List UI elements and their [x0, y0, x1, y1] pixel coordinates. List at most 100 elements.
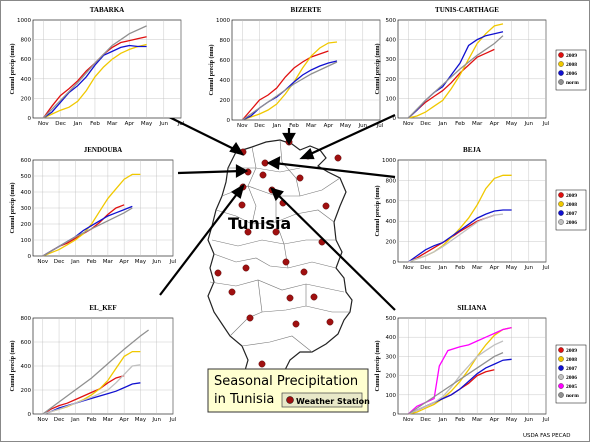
legend-marker	[558, 52, 564, 58]
x-tick-label: Apr	[490, 417, 500, 423]
y-tick-label: 600	[220, 58, 231, 64]
arrow-head-elkef	[230, 183, 245, 199]
arrow-head-bizerte	[282, 132, 296, 146]
legend-label: 2006	[566, 375, 577, 381]
station-dot	[326, 318, 334, 326]
map-legend-title-2: in Tunisia	[214, 392, 274, 407]
station-dot	[322, 202, 330, 210]
chart-title: EL_KEF	[89, 304, 116, 312]
station-arrows	[159, 114, 396, 311]
arrow-tabarka	[164, 114, 241, 153]
x-tick-label: Nov	[403, 417, 414, 423]
y-tick-label: 0	[227, 118, 231, 124]
y-tick-label: 100	[386, 393, 397, 399]
chart-siliana: SILIANA 0 100 200 300 400 500 Nov Dec Jan Feb Mar Ap…	[374, 304, 587, 423]
tunisia-map: Tunisia	[207, 138, 353, 399]
x-tick-label: Feb	[455, 417, 465, 423]
series-line-norm	[42, 207, 133, 257]
x-tick-label: Nov	[403, 265, 414, 271]
station-dot	[286, 294, 294, 302]
series-line-2006	[42, 44, 147, 119]
series-line-norm	[42, 25, 147, 119]
plot-area	[397, 19, 547, 119]
y-tick-label: 300	[386, 57, 397, 63]
series-line-2008	[43, 43, 147, 119]
chart-title: SILIANA	[457, 304, 486, 312]
y-axis-label: Cumul precip (mm)	[374, 341, 381, 392]
chart-tabarka: TABARKA 0 200 400 600 800 1000 Nov Dec Jan Feb Mar A…	[9, 6, 185, 127]
y-tick-label: 1000	[382, 158, 396, 164]
y-tick-label: 800	[21, 38, 32, 44]
y-tick-label: 200	[386, 240, 397, 246]
plot-area	[32, 19, 182, 119]
x-tick-label: Nov	[403, 121, 414, 127]
station-dot	[272, 228, 280, 236]
arrow-head-jendouba	[235, 164, 249, 178]
x-tick-label: Jun	[357, 123, 367, 129]
y-tick-label: 400	[21, 190, 32, 196]
x-tick-label: May	[135, 417, 147, 423]
x-tick-label: Jun	[523, 121, 533, 127]
plot-area	[231, 19, 381, 121]
series-line-2008	[408, 326, 512, 415]
arrow-head-beja	[266, 156, 281, 170]
arrow-head-tunis	[299, 148, 315, 160]
y-tick-label: 600	[21, 57, 32, 63]
station-legend-icon	[286, 396, 294, 404]
x-tick-label: Feb	[289, 123, 299, 129]
arrow-beja	[273, 161, 396, 179]
legend-marker	[558, 210, 564, 216]
x-tick-label: Apr	[324, 123, 334, 129]
legend-marker	[558, 365, 564, 371]
credit-text: USDA FAS PECAD	[523, 433, 570, 439]
legend-label: 2005	[566, 384, 577, 390]
chart-title: JENDOUBA	[84, 146, 123, 154]
x-tick-label: May	[135, 259, 147, 265]
legend-label: 2008	[566, 62, 577, 68]
x-tick-label: Feb	[87, 259, 97, 265]
y-tick-label: 800	[21, 316, 32, 322]
x-tick-label: Jan	[272, 123, 282, 129]
series-line-norm	[241, 61, 338, 121]
arrow-siliana	[275, 192, 396, 311]
map-legend: Seasonal Precipitation in Tunisia Weathe…	[207, 368, 370, 413]
chart-title: TABARKA	[90, 6, 124, 14]
station-dot	[292, 320, 300, 328]
x-tick-label: Jun	[151, 259, 161, 265]
legend-label: 2009	[566, 193, 577, 199]
y-tick-label: 100	[386, 96, 397, 102]
x-tick-label: Mar	[472, 121, 483, 127]
x-tick-label: Apr	[125, 121, 135, 127]
x-tick-label: Jun	[523, 265, 533, 271]
y-tick-label: 0	[393, 260, 397, 266]
legend-marker	[558, 192, 564, 198]
x-tick-label: Dec	[54, 259, 65, 265]
chart-tunis-carthage: TUNIS-CARTHAGE 0 100 200 300 400 500 Nov Dec Jan F…	[374, 6, 587, 127]
y-tick-label: 400	[386, 219, 397, 225]
series-line-2008	[408, 23, 504, 119]
legend-marker	[558, 61, 564, 67]
x-tick-label: Dec	[254, 123, 265, 129]
x-tick-label: Jun	[158, 121, 168, 127]
x-tick-label: May	[141, 121, 153, 127]
y-tick-label: 0	[28, 116, 32, 122]
y-tick-label: 200	[386, 374, 397, 380]
y-tick-label: 1000	[216, 18, 230, 24]
series-line-2006	[42, 364, 141, 415]
y-axis-label: Cumul precip (mm)	[9, 341, 16, 392]
arrow-head-tabarka	[229, 141, 245, 156]
station-dot	[334, 154, 342, 162]
legend-marker	[558, 219, 564, 225]
x-tick-label: Jan	[438, 265, 448, 271]
series-line-2006	[408, 340, 504, 415]
y-axis-label: Cumul precip (mm)	[9, 183, 16, 234]
legend-label: 2008	[566, 357, 577, 363]
x-tick-label: Apr	[119, 259, 129, 265]
x-tick-label: Apr	[490, 265, 500, 271]
legend-label: norm	[566, 393, 579, 399]
legend-marker	[558, 70, 564, 76]
y-tick-label: 400	[21, 364, 32, 370]
x-tick-label: Apr	[119, 417, 129, 423]
